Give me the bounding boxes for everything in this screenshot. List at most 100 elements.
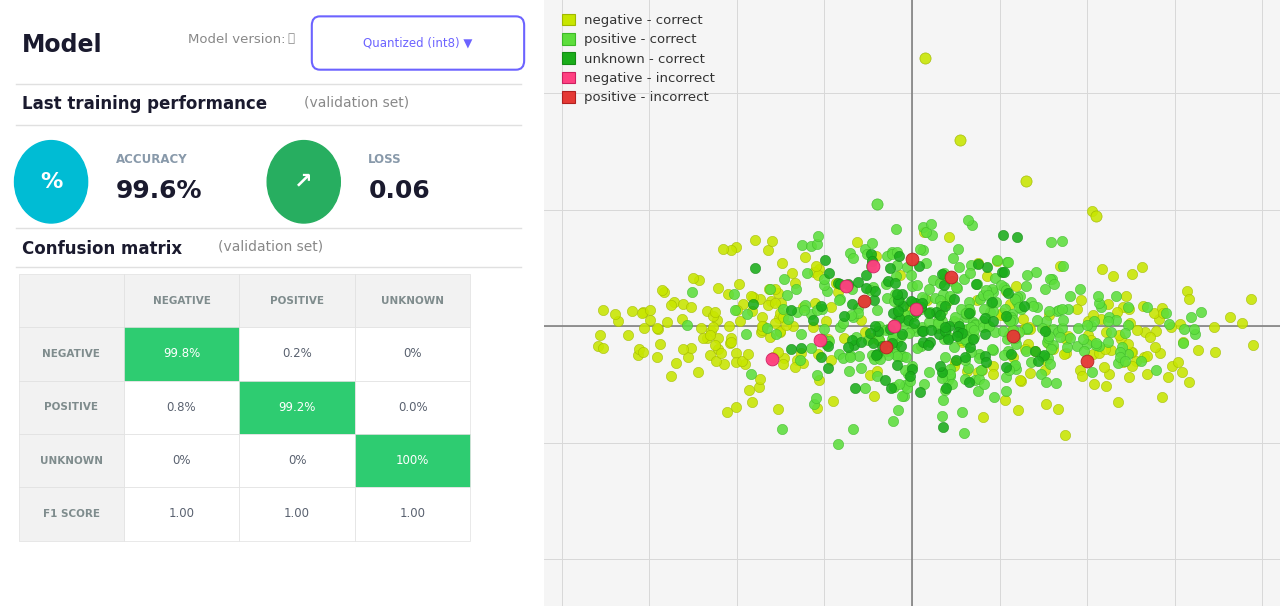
Point <box>982 284 1002 293</box>
Point <box>1012 314 1033 324</box>
Point <box>938 332 959 342</box>
Point <box>979 321 1000 331</box>
Point <box>1038 305 1059 315</box>
Point <box>954 274 974 284</box>
Point <box>842 253 863 263</box>
Point <box>995 282 1015 291</box>
Point <box>1083 310 1103 320</box>
Point <box>902 298 923 307</box>
Point <box>664 297 685 307</box>
Point <box>940 370 960 379</box>
Point <box>847 308 868 318</box>
Point <box>882 339 902 348</box>
Point <box>1091 314 1111 324</box>
Point <box>773 275 794 284</box>
Point <box>855 270 876 279</box>
Point <box>888 379 909 389</box>
Point <box>882 330 902 339</box>
Point <box>795 252 815 262</box>
Point <box>660 371 681 381</box>
Point <box>672 344 692 354</box>
Point <box>1123 347 1143 356</box>
Point <box>955 355 975 365</box>
Point <box>993 326 1014 336</box>
Point <box>996 362 1016 372</box>
Point <box>1006 292 1027 302</box>
Point <box>1085 211 1106 221</box>
FancyBboxPatch shape <box>239 434 355 487</box>
Point <box>961 322 982 331</box>
Point <box>928 316 948 325</box>
Point <box>772 258 792 267</box>
Point <box>817 286 837 296</box>
Point <box>901 254 922 264</box>
Point <box>877 293 897 303</box>
Point <box>1115 356 1135 366</box>
Point <box>897 315 918 325</box>
Point <box>1107 307 1128 317</box>
Point <box>961 261 982 270</box>
Point <box>905 326 925 336</box>
Point <box>726 358 746 367</box>
Point <box>828 278 849 288</box>
Point <box>869 336 890 345</box>
Point <box>901 296 922 306</box>
Point <box>964 325 984 335</box>
Point <box>883 322 904 332</box>
Point <box>961 220 982 230</box>
Point <box>1060 333 1080 343</box>
Point <box>942 253 963 263</box>
Point <box>881 383 901 393</box>
Point <box>974 330 995 339</box>
Point <box>1093 362 1114 371</box>
Point <box>940 371 960 381</box>
Point <box>879 264 900 273</box>
Point <box>911 322 932 332</box>
Point <box>593 343 613 353</box>
Point <box>728 279 749 288</box>
Point <box>969 354 989 364</box>
Point <box>721 337 741 347</box>
Point <box>863 261 883 270</box>
Point <box>723 288 744 298</box>
Point <box>842 336 863 345</box>
Point <box>680 302 700 312</box>
Point <box>1119 320 1139 330</box>
Point <box>951 335 972 345</box>
Point <box>632 308 653 318</box>
Point <box>955 374 975 384</box>
Point <box>932 306 952 316</box>
Point <box>818 334 838 344</box>
Point <box>1052 261 1073 270</box>
Point <box>727 305 748 315</box>
Point <box>867 371 887 381</box>
Point <box>809 264 829 273</box>
Point <box>1043 324 1064 334</box>
Point <box>911 341 932 351</box>
Point <box>892 391 913 401</box>
Point <box>1180 313 1201 322</box>
Point <box>996 372 1016 382</box>
Point <box>865 251 886 261</box>
FancyBboxPatch shape <box>124 434 239 487</box>
Point <box>677 321 698 330</box>
Point <box>1005 295 1025 304</box>
Point <box>854 296 874 305</box>
Point <box>1032 351 1052 361</box>
Point <box>751 325 772 335</box>
Point <box>841 310 861 319</box>
Point <box>887 248 908 258</box>
Point <box>719 338 740 348</box>
Point <box>1014 301 1034 310</box>
Point <box>689 275 709 285</box>
Point <box>901 270 922 280</box>
Point <box>1016 346 1037 356</box>
Point <box>1048 305 1069 315</box>
Point <box>915 258 936 267</box>
Point <box>970 365 991 375</box>
Point <box>721 245 741 255</box>
Point <box>634 323 654 333</box>
Point <box>1011 376 1032 386</box>
Point <box>888 295 909 304</box>
Point <box>1117 350 1138 359</box>
